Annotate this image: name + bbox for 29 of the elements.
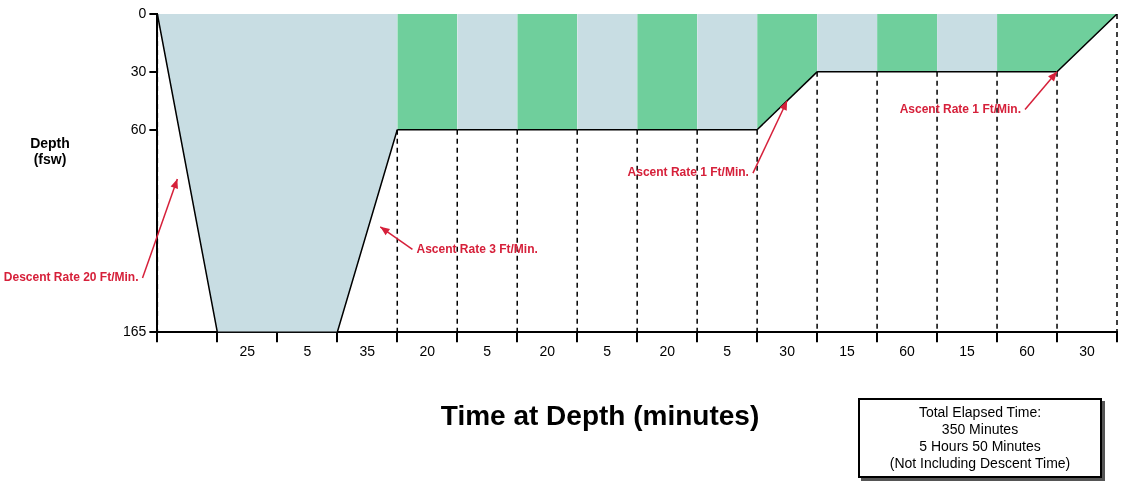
x-tick-label: 5 (303, 343, 312, 360)
text: Total Elapsed Time: (917, 404, 1043, 421)
x-tick-label: 20 (659, 343, 676, 360)
x-tick-label: 5 (483, 343, 492, 360)
x-tick-label: 60 (899, 343, 916, 360)
y-tick-label: 30 (130, 62, 147, 79)
y-tick-label: 165 (123, 323, 147, 340)
text: 350 Minutes (940, 421, 1020, 438)
x-tick-label: 60 (1019, 343, 1036, 360)
x-tick-label: 15 (839, 343, 856, 360)
y-tick-label: 60 (130, 120, 147, 137)
x-tick-label: 30 (779, 343, 796, 360)
x-tick-label: 20 (419, 343, 436, 360)
x-tick-label: 30 (1079, 343, 1096, 360)
x-tick-label: 35 (359, 343, 376, 360)
x-tick-label: 5 (603, 343, 612, 360)
x-tick-label: 20 (539, 343, 556, 360)
y-tick-label: 0 (138, 4, 147, 21)
annotation: Ascent Rate 1 Ft/Min. (899, 101, 1022, 116)
text: Descent Rate 20 Ft/Min. (3, 270, 139, 285)
text: 5 Hours 50 Minutes (918, 438, 1042, 455)
annotation: Ascent Rate 1 Ft/Min. (627, 165, 749, 180)
x-tick-label: 15 (959, 343, 976, 360)
x-tick-label: 25 (239, 343, 256, 360)
x-axis-title: Time at Depth (minutes) (439, 400, 761, 432)
y-axis-title: Depth (fsw) (29, 135, 71, 167)
text: (Not Including Descent Time) (888, 455, 1072, 472)
annotation: Ascent Rate 3 Ft/Min. (416, 241, 538, 256)
x-tick-label: 5 (723, 343, 732, 360)
